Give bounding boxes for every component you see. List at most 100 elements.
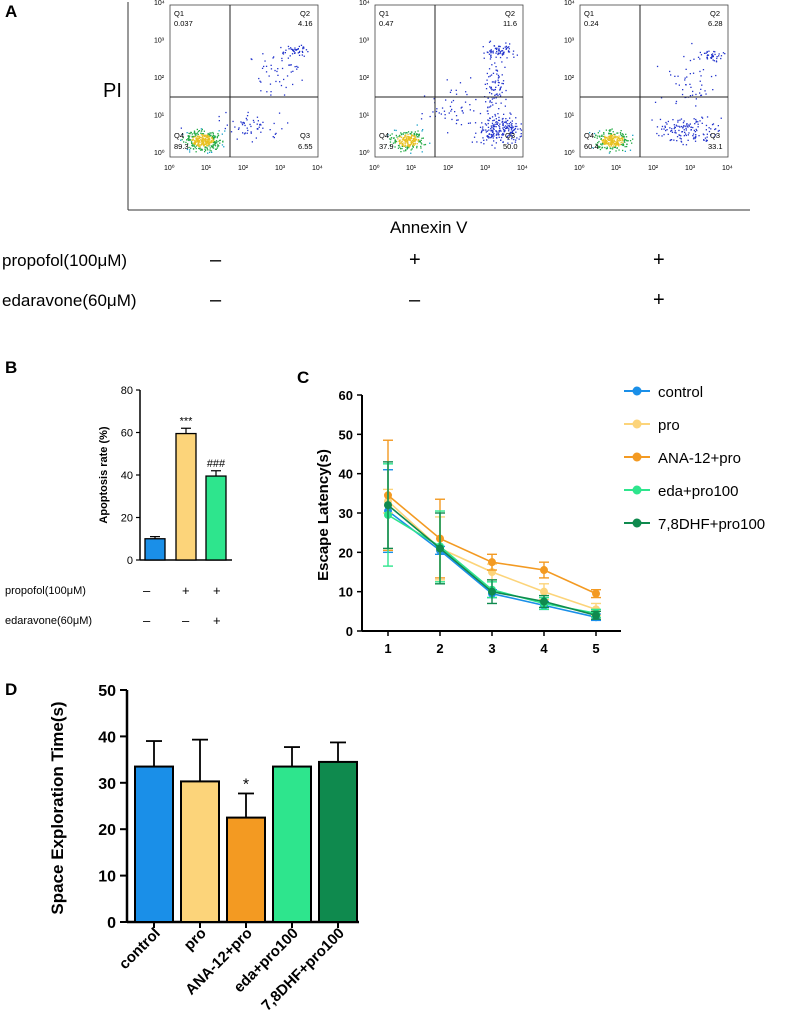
event-dot (414, 135, 416, 137)
event-dot (282, 51, 285, 53)
annexin-axis-label: Annexin V (390, 218, 468, 237)
event-dot (475, 98, 477, 101)
event-dot (490, 55, 492, 57)
event-dot (190, 141, 193, 143)
event-dot (669, 139, 671, 142)
event-dot (673, 124, 675, 126)
event-dot (685, 144, 688, 146)
event-dot (616, 147, 618, 149)
event-dot (217, 134, 220, 136)
event-dot (390, 138, 392, 141)
event-dot (473, 110, 475, 112)
event-dot (705, 129, 707, 131)
event-dot (194, 132, 196, 135)
event-dot (188, 146, 190, 149)
event-dot (497, 50, 500, 52)
event-dot (505, 89, 507, 92)
event-dot (470, 77, 472, 79)
event-dot (404, 145, 406, 147)
event-dot (402, 133, 405, 135)
event-dot (609, 129, 611, 131)
event-dot (205, 138, 207, 140)
event-dot (616, 140, 619, 142)
event-dot (614, 140, 616, 143)
event-dot (483, 52, 485, 54)
event-dot (281, 67, 284, 70)
event-dot (705, 139, 708, 141)
event-dot (414, 136, 417, 138)
q2-label: Q2 (710, 9, 720, 18)
event-dot (391, 133, 393, 135)
event-dot (242, 132, 244, 134)
event-dot (291, 53, 294, 55)
event-dot (491, 116, 494, 118)
event-dot (701, 117, 704, 119)
event-dot (499, 51, 502, 53)
event-dot (611, 148, 614, 150)
event-dot (610, 129, 612, 131)
event-dot (397, 147, 400, 149)
event-dot (490, 129, 492, 131)
event-dot (623, 138, 626, 140)
event-dot (700, 54, 703, 56)
event-dot (243, 122, 245, 124)
event-dot (494, 147, 496, 149)
b-bar (144, 538, 166, 561)
y-tick-label: 10² (359, 75, 370, 82)
event-dot (520, 123, 522, 125)
event-dot (189, 149, 191, 151)
event-dot (718, 55, 720, 57)
event-dot (246, 119, 248, 121)
event-dot (405, 132, 407, 134)
event-dot (514, 127, 517, 130)
event-dot (225, 111, 227, 114)
event-dot (617, 142, 619, 144)
event-dot (498, 108, 500, 110)
y-tick-label: 10¹ (564, 113, 575, 120)
event-dot (412, 135, 414, 137)
event-dot (678, 84, 680, 86)
event-dot (596, 145, 598, 147)
event-dot (491, 101, 493, 104)
event-dot (404, 144, 406, 146)
event-dot (410, 149, 412, 151)
event-dot (599, 148, 602, 151)
event-dot (217, 144, 219, 146)
event-dot (690, 126, 692, 128)
event-dot (622, 137, 624, 139)
event-dot (212, 133, 214, 135)
event-dot (495, 47, 497, 49)
event-dot (413, 142, 415, 145)
event-dot (700, 94, 703, 96)
event-dot (387, 133, 389, 136)
event-dot (686, 76, 688, 78)
event-dot (706, 50, 708, 53)
event-dot (413, 144, 415, 146)
event-dot (420, 145, 422, 148)
event-dot (404, 135, 406, 138)
event-dot (497, 77, 500, 79)
event-dot (490, 137, 492, 139)
event-dot (607, 138, 609, 140)
event-dot (187, 135, 189, 137)
event-dot (715, 128, 717, 130)
event-dot (504, 129, 506, 131)
q4-label: Q4 (584, 131, 594, 140)
event-dot (189, 151, 191, 153)
d-bar (134, 765, 174, 923)
event-dot (498, 76, 500, 78)
event-dot (299, 50, 301, 53)
event-dot (599, 135, 601, 137)
event-dot (685, 127, 687, 129)
event-dot (192, 136, 194, 139)
facs-plot: Q10.037 Q24.16 Q4 89.3 Q3 6.55 10⁰ 10⁰ 10¹ 10¹ 10²… (154, 0, 323, 172)
event-dot (471, 141, 473, 143)
event-dot (616, 142, 618, 144)
event-dot (413, 137, 415, 140)
event-dot (199, 146, 201, 148)
q1-label: Q1 (174, 9, 184, 18)
event-dot (265, 71, 268, 73)
event-dot (394, 142, 396, 144)
event-dot (482, 126, 484, 128)
event-dot (620, 141, 622, 144)
